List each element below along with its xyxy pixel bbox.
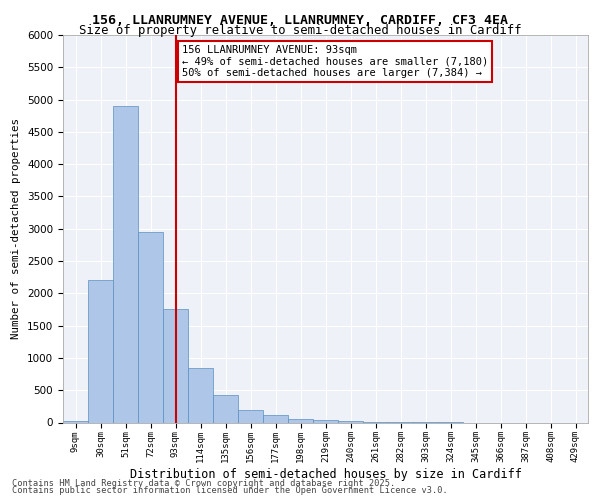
Bar: [163, 310, 188, 422]
X-axis label: Distribution of semi-detached houses by size in Cardiff: Distribution of semi-detached houses by …: [130, 468, 521, 481]
Bar: [313, 420, 338, 422]
Y-axis label: Number of semi-detached properties: Number of semi-detached properties: [11, 118, 22, 339]
Bar: [188, 368, 213, 422]
Bar: [63, 420, 88, 422]
Bar: [288, 418, 313, 422]
Bar: [113, 106, 138, 422]
Text: Size of property relative to semi-detached houses in Cardiff: Size of property relative to semi-detach…: [79, 24, 521, 37]
Text: 156, LLANRUMNEY AVENUE, LLANRUMNEY, CARDIFF, CF3 4EA: 156, LLANRUMNEY AVENUE, LLANRUMNEY, CARD…: [92, 14, 508, 27]
Bar: [213, 396, 238, 422]
Bar: [238, 410, 263, 422]
Bar: [338, 420, 363, 422]
Bar: [88, 280, 113, 422]
Bar: [263, 416, 288, 422]
Bar: [138, 232, 163, 422]
Text: Contains HM Land Registry data © Crown copyright and database right 2025.: Contains HM Land Registry data © Crown c…: [12, 478, 395, 488]
Text: Contains public sector information licensed under the Open Government Licence v3: Contains public sector information licen…: [12, 486, 448, 495]
Text: 156 LLANRUMNEY AVENUE: 93sqm
← 49% of semi-detached houses are smaller (7,180)
5: 156 LLANRUMNEY AVENUE: 93sqm ← 49% of se…: [182, 44, 488, 78]
